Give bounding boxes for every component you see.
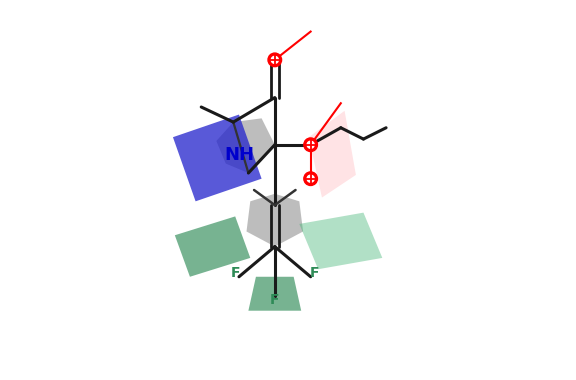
Polygon shape xyxy=(175,216,251,277)
Polygon shape xyxy=(217,118,275,173)
Text: F: F xyxy=(230,266,240,280)
Circle shape xyxy=(304,138,317,152)
Text: F: F xyxy=(270,293,279,307)
Circle shape xyxy=(304,172,317,185)
Polygon shape xyxy=(309,111,356,198)
Text: NH: NH xyxy=(224,146,254,164)
Polygon shape xyxy=(173,114,262,201)
Circle shape xyxy=(307,141,314,148)
Polygon shape xyxy=(248,277,301,311)
Circle shape xyxy=(307,175,314,182)
Text: F: F xyxy=(310,266,319,280)
Polygon shape xyxy=(247,194,303,247)
Polygon shape xyxy=(300,213,382,269)
Circle shape xyxy=(268,53,282,66)
Circle shape xyxy=(271,56,278,63)
